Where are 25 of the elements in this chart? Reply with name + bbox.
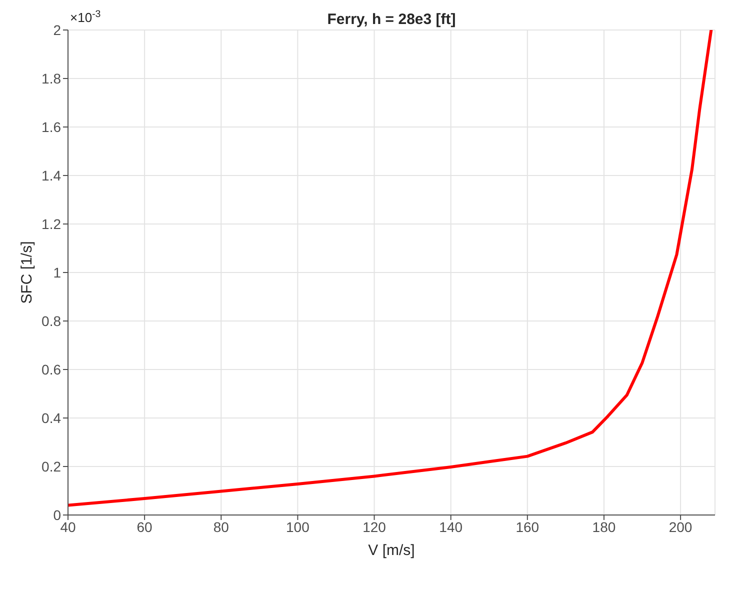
line-series	[68, 30, 713, 507]
y-tick-label: 0.4	[42, 410, 62, 426]
x-tick-label: 180	[592, 518, 616, 535]
y-tick-label: 0.2	[42, 458, 62, 474]
y-tick-label: 1	[53, 264, 62, 280]
x-tick-label: 40	[60, 518, 76, 535]
text: ×10$^{-3}$	[70, 8, 101, 25]
x-tick-label: 140	[439, 518, 463, 535]
x-tick-label: 60	[136, 518, 153, 535]
y-tick-label: 0.8	[42, 312, 62, 329]
x-tick-label: 200	[668, 518, 692, 535]
y-tick-label: 1.4	[42, 167, 62, 184]
y-tick-label: 2	[53, 22, 62, 38]
y-tick-label: 1.6	[42, 118, 62, 135]
y-axis-title: SFC [1/s]	[18, 241, 36, 304]
y-tick-label: 0.6	[42, 361, 62, 378]
x-axis-title: V [m/s]	[368, 542, 415, 559]
chart-title: Ferry, h = 28e3 [ft]	[327, 11, 456, 28]
x-tick-label: 160	[516, 518, 540, 535]
x-tick-label: 100	[286, 518, 310, 535]
x-tick-label: 80	[213, 518, 230, 535]
y-tick-label: 0	[53, 506, 62, 523]
x-tick-label: 120	[362, 518, 386, 535]
y-tick-label: 1.2	[42, 216, 62, 232]
y-tick-label: 1.8	[42, 70, 62, 86]
